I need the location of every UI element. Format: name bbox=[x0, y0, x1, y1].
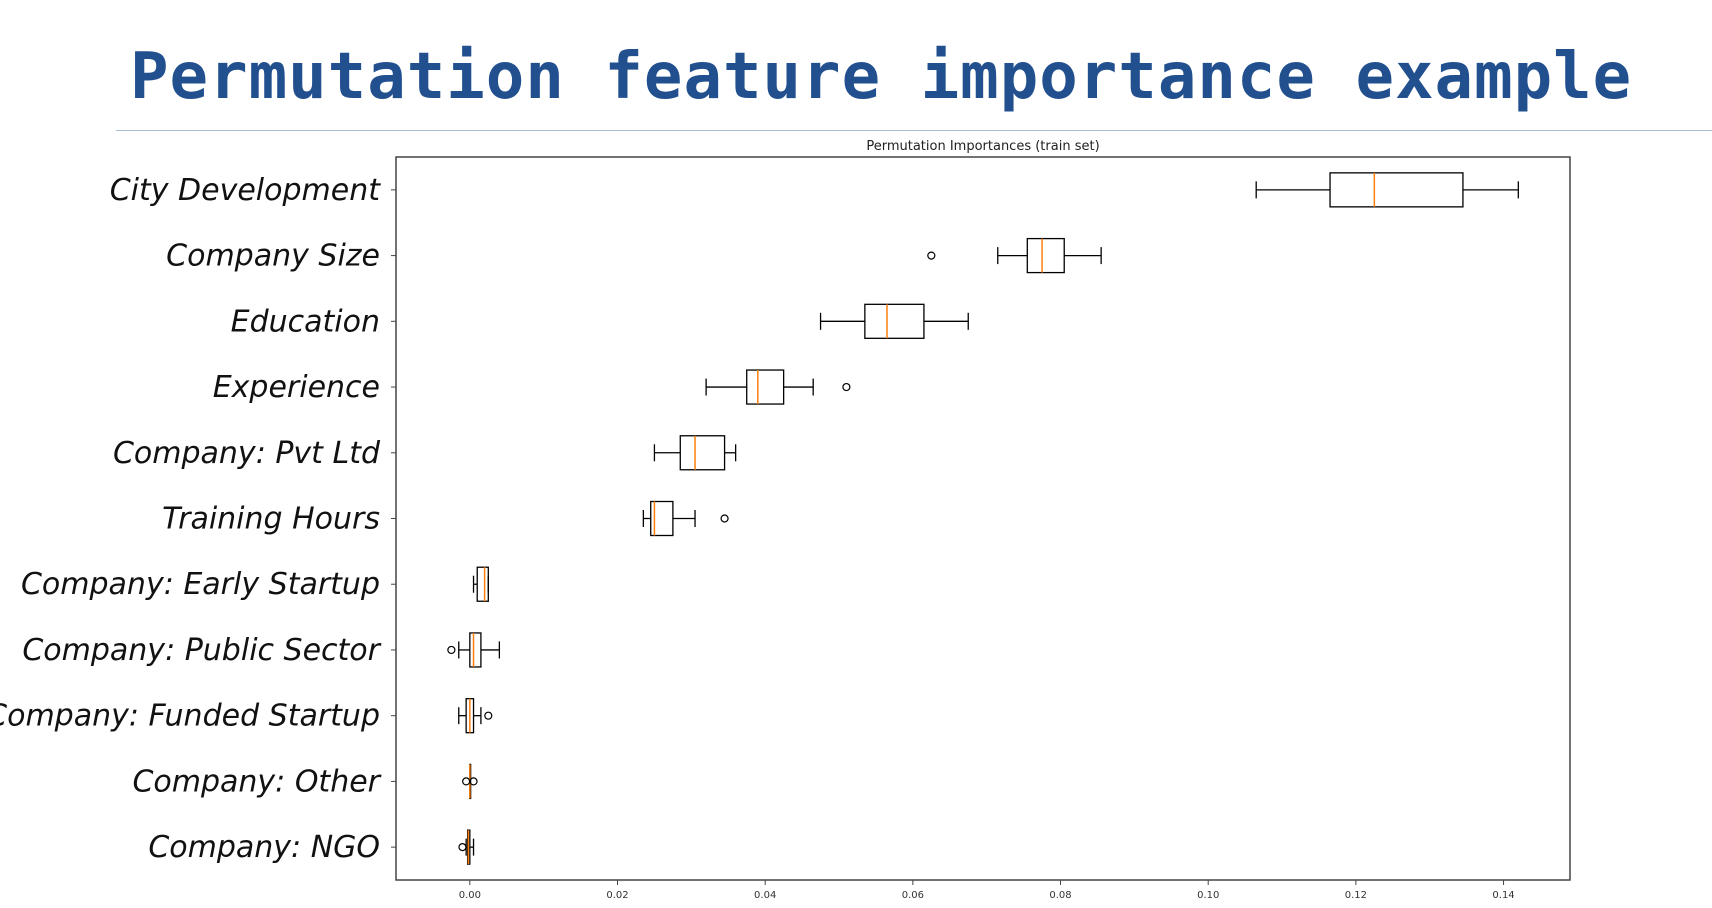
box-8 bbox=[447, 632, 501, 668]
x-tick-label: 0.12 bbox=[1345, 890, 1367, 901]
x-tick-label: 0.10 bbox=[1197, 890, 1219, 901]
y-tick-label: Company: NGO bbox=[148, 830, 380, 865]
boxes-group bbox=[447, 172, 1519, 865]
y-tick-label: Company: Other bbox=[132, 764, 381, 799]
x-tick-label: 0.08 bbox=[1049, 890, 1071, 901]
x-tick-label: 0.00 bbox=[459, 890, 481, 901]
y-tick-label: City Development bbox=[110, 173, 382, 208]
y-tick-label: Company: Pvt Ltd bbox=[113, 436, 381, 471]
box-1 bbox=[1255, 172, 1519, 208]
y-tick-label: Company: Funded Startup bbox=[0, 699, 380, 734]
outlier-point bbox=[842, 382, 851, 392]
outlier-point bbox=[927, 251, 936, 260]
x-axis: 0.00 0.02 0.04 0.06 0.08 0.10 0.12 0.14 bbox=[459, 880, 1515, 901]
x-tick-label: 0.06 bbox=[902, 890, 924, 901]
box-10 bbox=[462, 763, 478, 800]
y-tick-label: Company: Public Sector bbox=[22, 633, 381, 668]
iqr-box bbox=[679, 435, 726, 471]
iqr-box bbox=[650, 500, 674, 537]
slide-title: Permutation feature importance example bbox=[130, 40, 1633, 114]
iqr-box bbox=[746, 369, 785, 405]
y-tick-label: Education bbox=[231, 304, 380, 339]
outlier-point bbox=[469, 777, 478, 786]
box-2 bbox=[927, 237, 1102, 274]
y-axis-labels: City Development Company Size Education Exp… bbox=[0, 173, 396, 865]
box-11 bbox=[458, 829, 475, 865]
plot-area-frame bbox=[395, 156, 1571, 881]
box-9 bbox=[458, 698, 493, 734]
outlier-point bbox=[447, 645, 456, 655]
iqr-box bbox=[864, 303, 925, 339]
outlier-point bbox=[462, 777, 471, 786]
outlier-point bbox=[720, 514, 729, 523]
chart-title: Permutation Importances (train set) bbox=[866, 139, 1099, 154]
outlier-point bbox=[458, 843, 467, 852]
title-divider bbox=[116, 130, 1712, 131]
box-7 bbox=[472, 566, 489, 602]
y-tick-label: Company: Early Startup bbox=[21, 567, 380, 602]
box-4 bbox=[705, 369, 851, 405]
iqr-box bbox=[476, 566, 489, 602]
outlier-point bbox=[484, 711, 493, 720]
iqr-box bbox=[1026, 237, 1065, 274]
y-tick-label: Training Hours bbox=[162, 502, 380, 537]
iqr-box bbox=[469, 632, 482, 668]
iqr-box bbox=[1329, 172, 1464, 208]
x-tick-label: 0.04 bbox=[754, 890, 776, 901]
box-3 bbox=[819, 303, 969, 339]
box-6 bbox=[642, 500, 729, 537]
x-tick-label: 0.02 bbox=[606, 890, 628, 901]
y-tick-label: Experience bbox=[213, 370, 380, 405]
y-tick-label: Company Size bbox=[166, 239, 380, 274]
x-tick-label: 0.14 bbox=[1492, 890, 1514, 901]
box-5 bbox=[653, 435, 737, 471]
